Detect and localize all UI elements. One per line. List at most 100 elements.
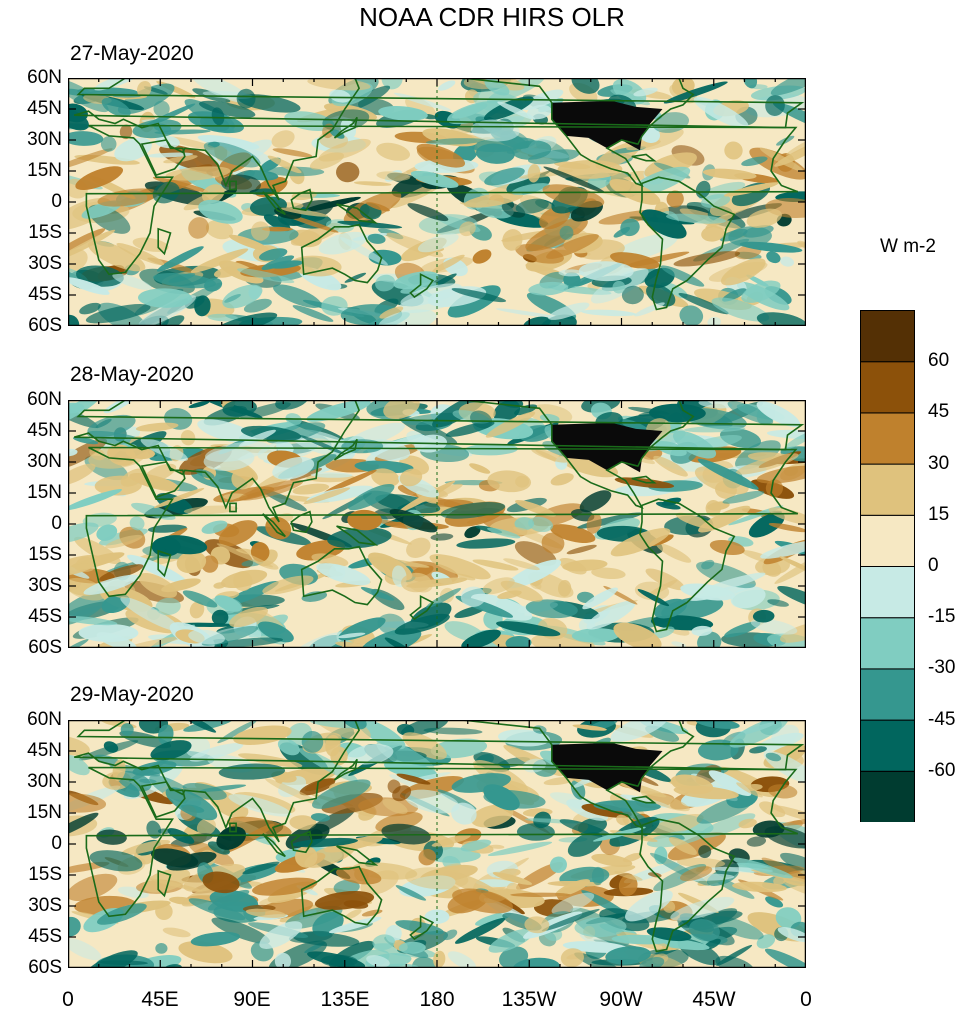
anomaly-blob <box>366 202 390 212</box>
anomaly-blob <box>72 436 99 445</box>
anomaly-blob <box>165 166 231 181</box>
anomaly-blob <box>483 789 546 809</box>
anomaly-blob <box>764 948 806 968</box>
anomaly-blob <box>756 465 806 484</box>
anomaly-blob <box>228 234 270 252</box>
anomaly-blob <box>94 78 139 91</box>
anomaly-blob <box>684 425 746 433</box>
anomaly-blob <box>155 942 168 954</box>
anomaly-blob <box>470 119 520 142</box>
anomaly-blob <box>263 214 291 232</box>
anomaly-blob <box>762 560 782 577</box>
anomaly-blob <box>581 309 637 317</box>
anomaly-blob <box>140 438 188 462</box>
anomaly-blob <box>156 246 204 272</box>
colorbar-box <box>860 310 915 363</box>
lat-label: 15N <box>27 802 62 823</box>
lat-label: 0 <box>51 833 62 854</box>
usa-boundaries <box>551 422 663 473</box>
lat-label: 30N <box>27 771 62 792</box>
anomaly-blob <box>274 952 292 968</box>
anomaly-blob <box>749 746 767 754</box>
anomaly-blob <box>515 198 549 214</box>
anomaly-blob <box>543 166 605 193</box>
colorbar-box <box>860 668 915 721</box>
coastline <box>290 830 313 854</box>
anomaly-blob <box>158 724 174 745</box>
anomaly-blob <box>188 217 209 239</box>
anomaly-blob <box>393 92 452 111</box>
anomaly-blob <box>68 463 96 486</box>
anomaly-blob <box>621 285 644 305</box>
coastline <box>336 845 379 866</box>
anomaly-blob <box>407 203 449 222</box>
anomaly-blob <box>371 557 430 568</box>
panel-date-2: 28-May-2020 <box>70 363 194 386</box>
coastline <box>157 227 172 256</box>
anomaly-blob <box>344 909 362 920</box>
anomaly-blob <box>289 815 317 830</box>
anomaly-blob <box>68 489 122 511</box>
anomaly-blob <box>68 577 106 601</box>
anomaly-blob <box>329 129 345 139</box>
coastline <box>336 203 379 224</box>
anomaly-blob <box>68 938 102 961</box>
anomaly-blob <box>392 785 412 802</box>
anomaly-blob <box>461 629 501 648</box>
anomaly-blob <box>124 636 183 648</box>
anomaly-blob <box>182 590 218 608</box>
anomaly-blob <box>678 292 729 315</box>
anomaly-blob <box>239 479 304 501</box>
coastline <box>262 833 286 858</box>
anomaly-blob <box>438 80 456 91</box>
tick-marks <box>68 720 806 968</box>
lat-label: 60N <box>27 389 62 410</box>
anomaly-blob <box>153 100 170 117</box>
anomaly-blob <box>87 414 136 438</box>
lat-label: 30S <box>28 253 62 274</box>
anomaly-blob <box>495 308 558 319</box>
anomaly-blob <box>74 563 95 573</box>
anomaly-blob <box>401 720 449 736</box>
panel-date-1: 27-May-2020 <box>70 42 194 65</box>
anomaly-blob <box>484 78 510 96</box>
anomaly-blob <box>756 312 806 326</box>
anomaly-blob <box>153 272 216 289</box>
anomaly-blob <box>68 314 80 326</box>
anomaly-blob <box>691 625 713 636</box>
anomaly-blob <box>571 78 600 94</box>
lat-label: 60S <box>28 315 62 336</box>
anomaly-blob <box>398 941 426 954</box>
anomaly-blob <box>273 284 322 308</box>
anomaly-blob <box>105 534 143 549</box>
anomaly-blob <box>316 563 371 586</box>
anomaly-blob <box>741 156 768 167</box>
anomaly-blob <box>673 251 741 267</box>
anomaly-blob <box>383 400 420 420</box>
coastline <box>262 191 286 216</box>
anomaly-blob <box>267 155 302 174</box>
anomaly-blob <box>280 207 329 217</box>
anomaly-blob <box>430 533 454 541</box>
anomaly-blob <box>551 892 595 915</box>
anomaly-blob <box>460 586 486 608</box>
colorbar-label: -30 <box>928 657 956 679</box>
anomaly-blob <box>447 951 476 968</box>
anomaly-blob <box>99 960 148 966</box>
colorbar-box <box>860 361 915 414</box>
anomaly-blob <box>679 866 713 882</box>
anomaly-blob <box>503 558 540 571</box>
anomaly-blob <box>431 834 471 847</box>
lat-label: 45S <box>28 284 62 305</box>
colorbar-label: 0 <box>928 555 939 576</box>
anomaly-blob <box>250 221 270 241</box>
lon-label-0: 0 <box>62 988 74 1011</box>
colorbar-label: 60 <box>928 350 950 372</box>
anomaly-blob <box>528 281 569 296</box>
coastline <box>333 438 358 461</box>
anomaly-blob <box>198 199 243 224</box>
coastline <box>229 502 237 513</box>
anomaly-blob <box>693 96 749 129</box>
anomaly-blob <box>582 587 618 610</box>
anomaly-blob <box>485 411 536 438</box>
